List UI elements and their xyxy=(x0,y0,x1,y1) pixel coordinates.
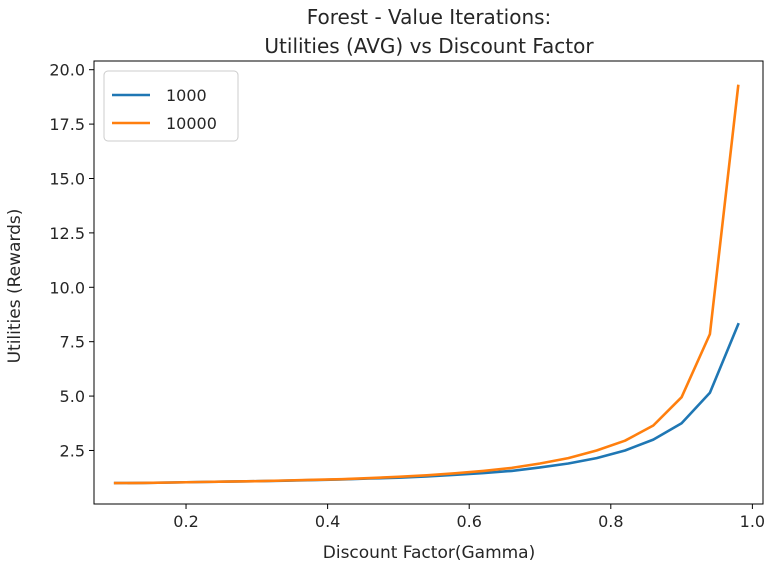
x-tick-label: 0.6 xyxy=(456,512,481,531)
x-tick-label: 1.0 xyxy=(740,512,765,531)
plot-area: 0.2 0.4 0.6 0.8 1.0 2.5 5.0 7.5 10.0 12.5 15.0 17.5… xyxy=(49,60,765,531)
y-tick-label: 12.5 xyxy=(49,224,85,243)
y-tick-label: 2.5 xyxy=(60,441,85,460)
legend-label-10000: 10000 xyxy=(166,114,217,133)
y-axis-label: Utilities (Rewards) xyxy=(5,209,25,364)
legend: 1000 10000 xyxy=(103,70,239,142)
series-line-1000 xyxy=(113,322,740,485)
plot-frame xyxy=(93,60,764,505)
x-tick-label: 0.2 xyxy=(173,512,198,531)
x-tick-label: 0.8 xyxy=(598,512,623,531)
series-line-10000 xyxy=(113,84,740,485)
chart-title-line-1: Forest - Value Iterations: xyxy=(307,5,552,29)
y-tick-label: 15.0 xyxy=(49,169,85,188)
y-tick-label: 17.5 xyxy=(49,115,85,134)
y-tick-label: 20.0 xyxy=(49,61,85,80)
chart-title-line-2: Utilities (AVG) vs Discount Factor xyxy=(264,34,594,58)
x-axis-label: Discount Factor(Gamma) xyxy=(323,543,535,563)
x-tick-label: 0.4 xyxy=(315,512,340,531)
legend-label-1000: 1000 xyxy=(166,86,207,105)
y-tick-label: 10.0 xyxy=(49,278,85,297)
y-tick-label: 7.5 xyxy=(60,333,85,352)
y-tick-label: 5.0 xyxy=(60,387,85,406)
